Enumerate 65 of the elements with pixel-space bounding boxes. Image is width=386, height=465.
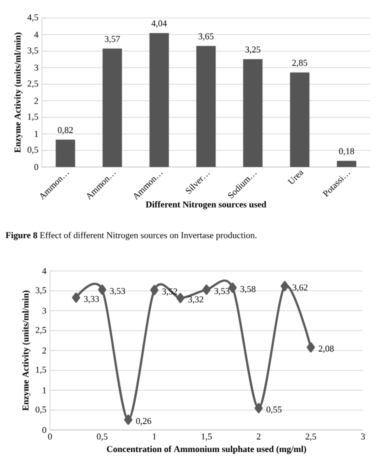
data-label: 3,25 [245,46,260,54]
text: Figure 8 Effect of different Nitrogen sources on Invertase production. [6,232,256,240]
point [280,281,289,292]
data-label: 3,53 [110,288,126,296]
x-tick-label: 1 [152,434,156,440]
y-tick-label: 3,5 [36,287,46,295]
x-tick-label: 0 [48,434,52,440]
point [72,292,80,303]
x-tick-label: 2 [256,434,260,440]
data-label: 3,62 [292,284,308,292]
y-axis-title: Enzyme Activity (units/ml/min) [22,290,30,411]
x-tick-label: 1,5 [202,434,212,441]
data-label: 0,55 [266,406,282,414]
data-label: 3,65 [198,33,214,41]
point [176,292,185,304]
y-tick-label: 0 [34,164,38,170]
y-tick-label: 4 [42,268,46,274]
data-label: 0,82 [58,126,73,134]
y-tick-label: 4,5 [27,14,38,22]
y-tick-label: 3,5 [28,47,38,55]
y-tick-label: 1,5 [36,366,46,374]
y-tick-label: 4 [34,32,38,38]
point [228,282,237,293]
y-tick-label: 3 [42,308,46,314]
point [254,403,263,414]
y-tick-label: 2,5 [28,80,38,88]
y-axis-title: Enzyme Activity (units/ml/min) [14,32,22,153]
point [306,342,315,352]
data-label: 3,53 [214,288,230,296]
x-axis-title: Concentration of Ammonium sulphate used (mg/ml) [106,446,306,454]
y-tick-label: 1,5 [28,114,38,121]
data-label: 3,58 [240,286,256,294]
x-axis-title: Different Nitrogen sources used [146,201,266,210]
y-tick-label: 3 [34,64,38,71]
point [202,284,211,295]
data-label: 0,18 [339,148,354,156]
x-tick-label: 2,5 [306,434,316,441]
x-tick-label: 3 [361,434,365,440]
data-label: 2,08 [318,346,334,353]
bar [336,160,356,167]
y-tick-label: 0 [42,426,46,434]
data-label: 3,57 [104,36,120,44]
y-tick-label: 2 [34,98,38,104]
bar [102,48,122,167]
y-tick-label: 0,5 [36,406,46,414]
point [98,284,106,295]
data-label: 3,32 [188,296,204,304]
bar [149,33,169,167]
data-label: 0,26 [136,418,152,426]
data-label: 3,33 [84,296,99,304]
x-tick-label: Urea [288,170,304,184]
point [124,414,132,425]
x-tick-label: 0,5 [96,434,108,441]
bar [243,59,263,167]
y-tick-label: 2 [42,348,46,354]
y-tick-label: 0,5 [28,146,38,154]
data-label: 2,85 [292,60,308,68]
y-tick-label: 2,5 [36,326,46,334]
y-tick-label: 1 [42,387,46,394]
bar [290,72,310,167]
point [150,284,158,296]
data-label: 4,04 [151,20,167,28]
y-tick-label: 1 [34,130,38,137]
bar [56,140,76,167]
bar [196,46,216,167]
